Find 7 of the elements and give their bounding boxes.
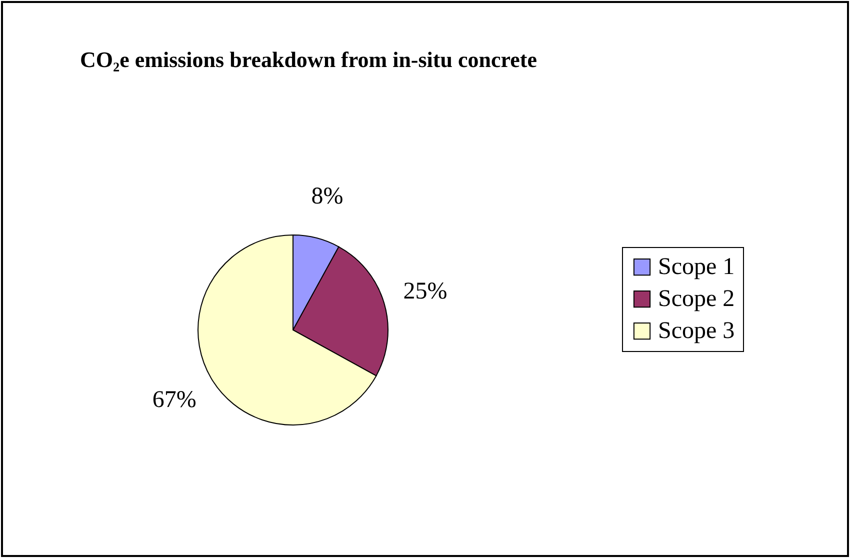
legend-label: Scope 3	[658, 318, 735, 344]
data-label: 8%	[311, 184, 344, 210]
data-label: 67%	[152, 387, 196, 414]
chart-title: CO₂e emissions breakdown from in-situ concrete	[80, 47, 538, 72]
data-label: 25%	[403, 278, 448, 305]
legend-label: Scope 1	[658, 254, 735, 280]
legend-label: Scope 2	[658, 286, 735, 312]
